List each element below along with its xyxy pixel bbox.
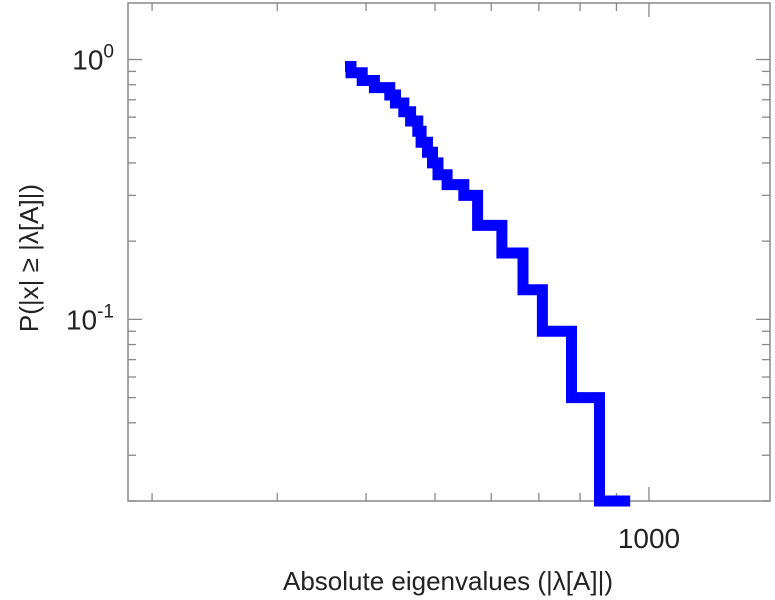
- series-layer: [345, 61, 631, 507]
- x-axis-ticks: [151, 3, 650, 501]
- x-tick-label: 1000: [618, 523, 680, 554]
- y-tick-label: 10-1: [66, 301, 114, 335]
- plot-frame: [127, 2, 771, 502]
- series-line: [345, 61, 631, 507]
- y-tick-label: 100: [72, 42, 114, 76]
- plot-border: [127, 2, 771, 502]
- tick-labels: 1000 100 10-1: [66, 42, 680, 554]
- y-axis-ticks: [128, 58, 770, 502]
- x-axis-title: Absolute eigenvalues (|λ[A]|): [283, 566, 613, 596]
- y-axis-title: P(|x| ≥ |λ[A]|): [14, 184, 44, 332]
